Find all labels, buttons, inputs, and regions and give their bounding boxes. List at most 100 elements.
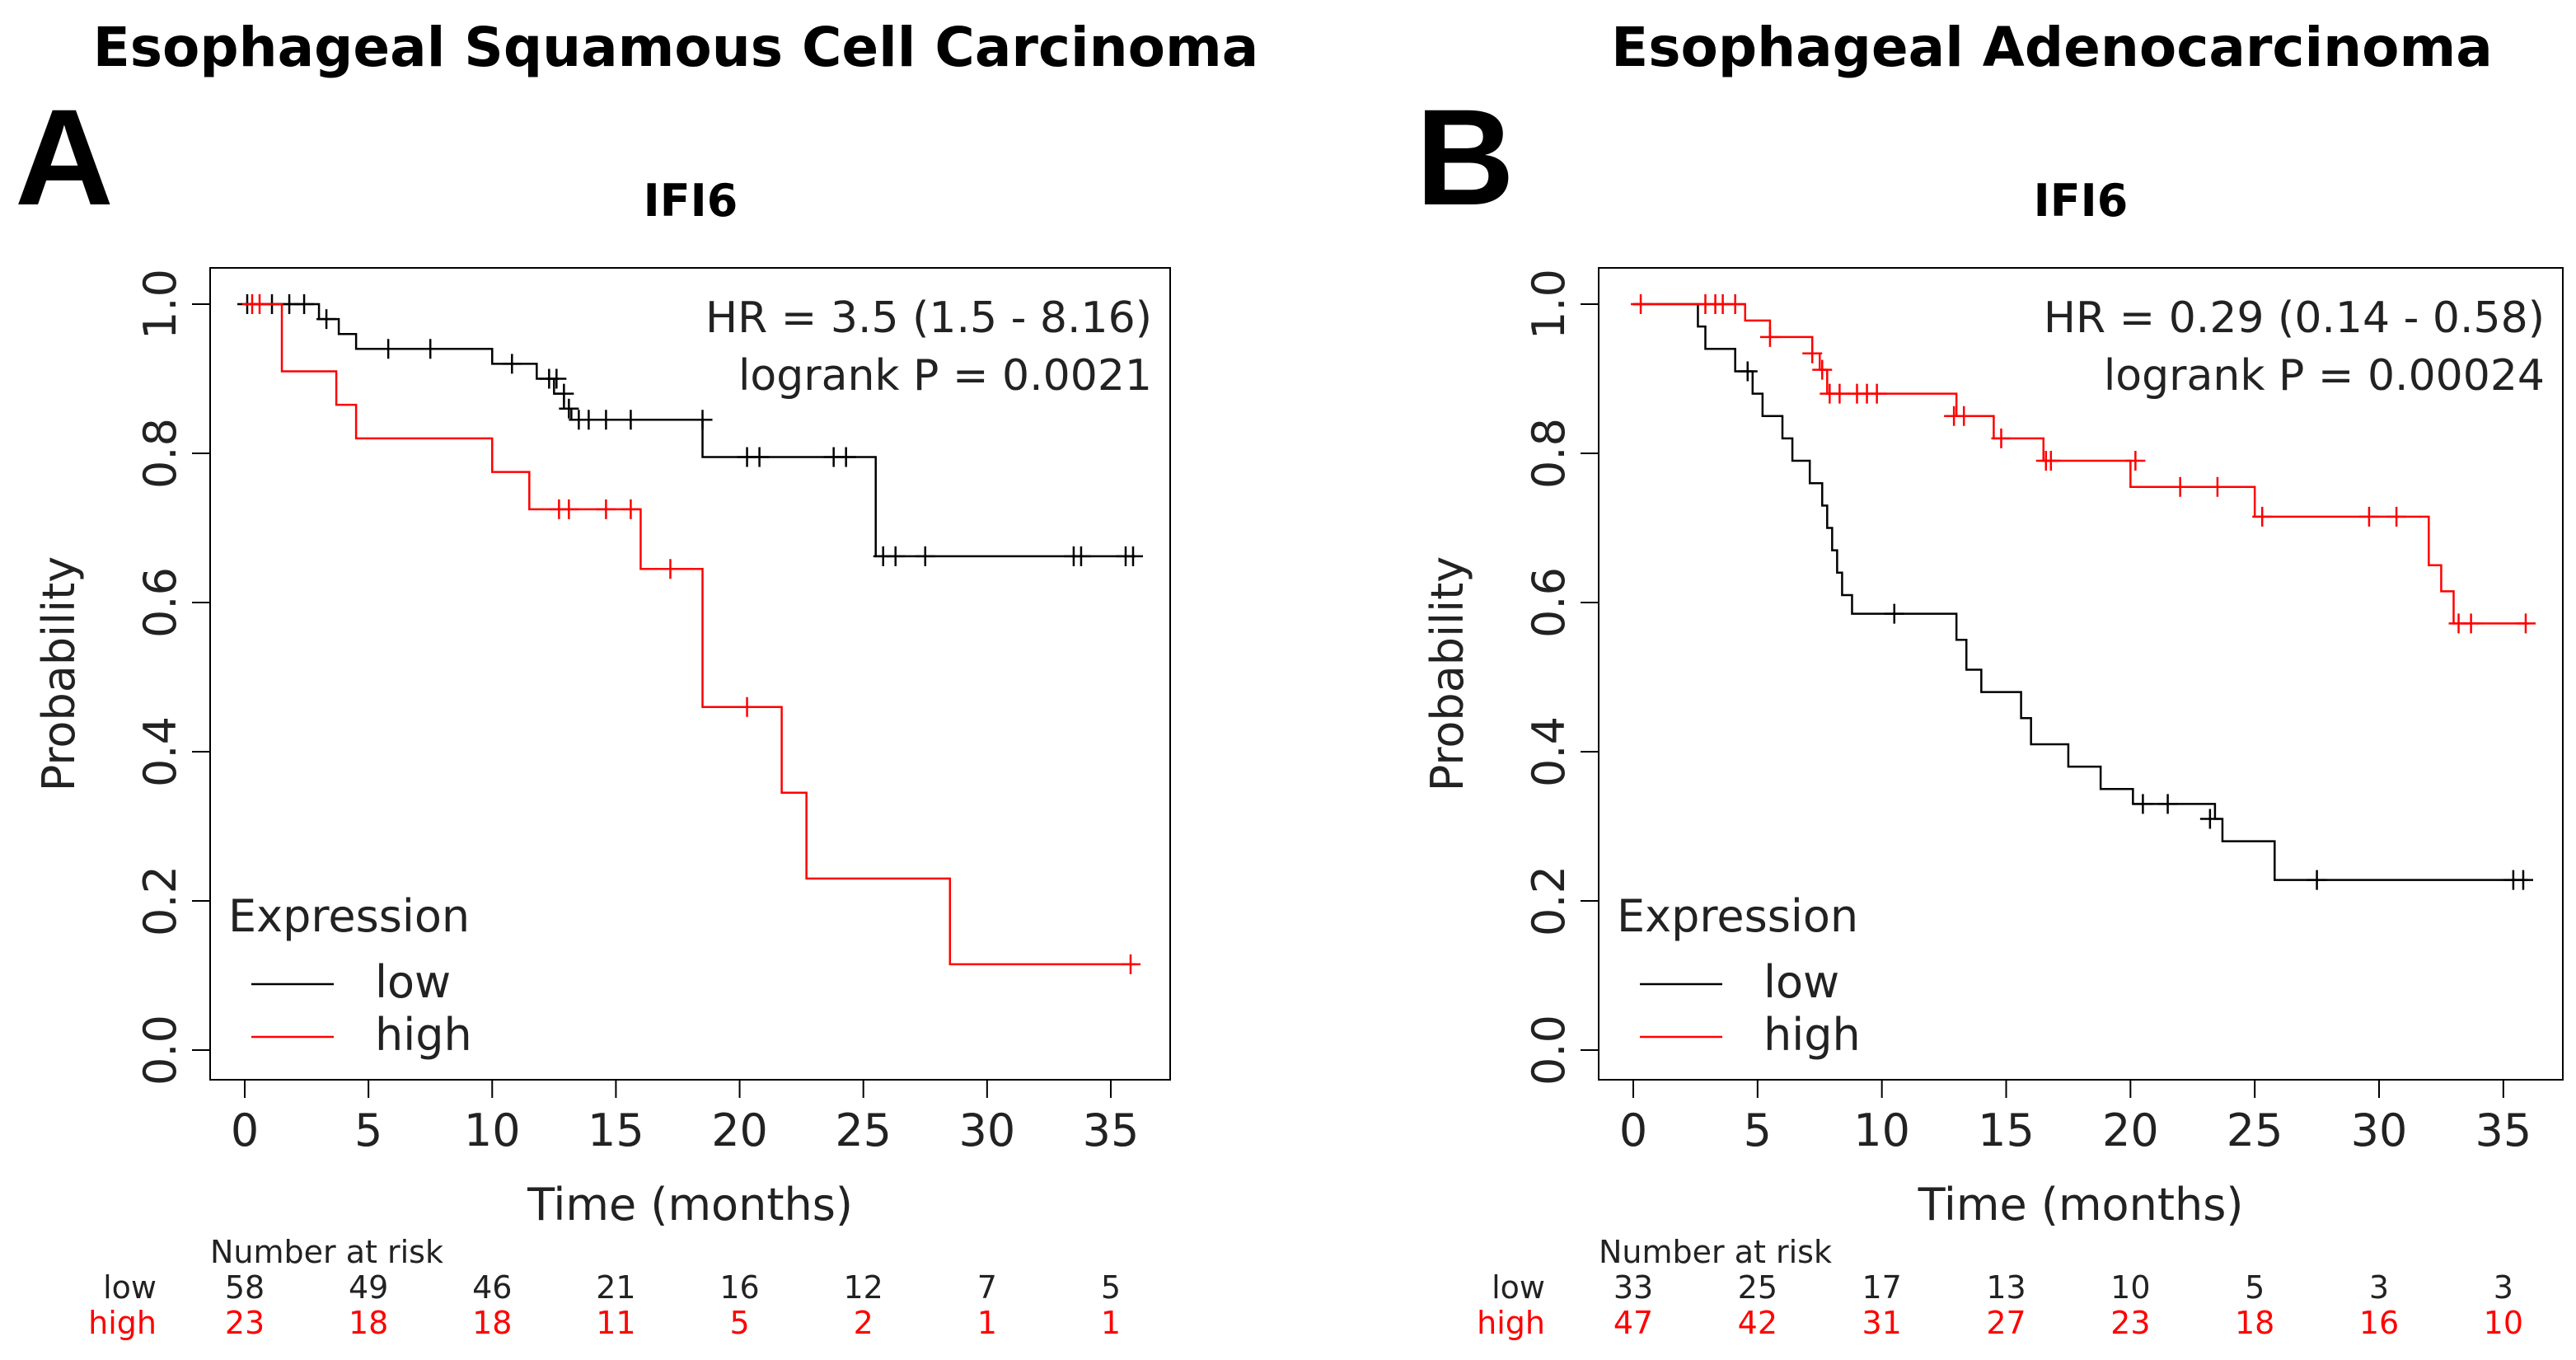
censor-mark-low <box>546 368 567 389</box>
x-tick-label: 20 <box>711 1104 768 1156</box>
plot-title: IFI6 <box>2034 175 2129 227</box>
censor-mark-low <box>559 398 579 419</box>
risk-count-low: 25 <box>1738 1269 1777 1306</box>
censor-mark-low <box>836 447 856 467</box>
censor-mark-high <box>2125 451 2146 471</box>
y-tick-label: 0.2 <box>134 865 186 936</box>
censor-mark-high <box>2461 613 2481 634</box>
risk-table-header: Number at risk <box>210 1234 443 1270</box>
panel-letter: B <box>1416 82 1515 234</box>
risk-count-high: 23 <box>2110 1305 2150 1341</box>
risk-count-low: 17 <box>1862 1269 1901 1306</box>
legend-label-low: low <box>375 956 451 1008</box>
censor-mark-low <box>692 410 713 430</box>
censor-mark-high <box>2386 506 2407 527</box>
series-line-low <box>1633 302 2528 881</box>
censor-mark-high <box>1725 294 1745 314</box>
censor-mark-high <box>1631 294 1651 314</box>
risk-count-high: 31 <box>1862 1305 1901 1341</box>
legend-title: Expression <box>228 890 470 942</box>
risk-count-high: 18 <box>472 1305 512 1341</box>
risk-count-high: 2 <box>854 1305 873 1341</box>
legend-label-low: low <box>1763 956 1839 1008</box>
risk-count-low: 58 <box>225 1269 265 1306</box>
censor-mark-low <box>2157 794 2178 814</box>
censor-mark-low <box>502 354 522 374</box>
risk-count-high: 23 <box>225 1305 265 1341</box>
y-tick-label: 1.0 <box>1523 269 1575 340</box>
series-line-high <box>1633 302 2528 625</box>
header-title-escc: Esophageal Squamous Cell Carcinoma <box>93 16 1259 79</box>
risk-count-low: 16 <box>719 1269 759 1306</box>
x-tick-label: 5 <box>354 1104 382 1156</box>
risk-row-label-low: low <box>1492 1269 1545 1306</box>
censor-mark-low <box>621 410 641 430</box>
risk-count-high: 42 <box>1738 1305 1777 1341</box>
censor-mark-high <box>1954 406 1974 426</box>
risk-count-low: 13 <box>1986 1269 2026 1306</box>
censor-mark-high <box>737 696 757 717</box>
y-tick-label: 0.0 <box>1523 1015 1575 1086</box>
risk-row-label-low: low <box>103 1269 157 1306</box>
risk-count-low: 49 <box>349 1269 388 1306</box>
series-line-high <box>245 302 1136 966</box>
censor-mark-high <box>1866 383 1887 404</box>
censor-mark-low <box>915 546 935 566</box>
x-tick-label: 0 <box>231 1104 259 1156</box>
censor-mark-low <box>554 383 574 404</box>
censor-mark-low <box>2513 870 2533 890</box>
censor-mark-low <box>2133 794 2153 814</box>
risk-count-low: 3 <box>2369 1269 2389 1306</box>
x-tick-label: 30 <box>2351 1104 2408 1156</box>
y-axis-label: Probability <box>33 556 85 791</box>
risk-count-high: 27 <box>1986 1305 2026 1341</box>
x-tick-label: 30 <box>958 1104 1015 1156</box>
plot-title: IFI6 <box>644 175 738 227</box>
censor-mark-high <box>2170 476 2190 497</box>
y-tick-label: 0.6 <box>1523 567 1575 638</box>
risk-count-low: 46 <box>472 1269 512 1306</box>
x-tick-label: 0 <box>1619 1104 1647 1156</box>
censor-mark-high <box>2515 613 2536 634</box>
censor-mark-low <box>578 410 599 430</box>
censor-mark-high <box>1991 428 2012 448</box>
censor-mark-high <box>2358 506 2379 527</box>
censor-mark-high <box>621 499 641 519</box>
censor-mark-low <box>1884 603 1904 624</box>
x-tick-label: 35 <box>1083 1104 1140 1156</box>
censor-mark-high <box>2207 476 2227 497</box>
censor-mark-low <box>749 447 770 467</box>
x-tick-label: 35 <box>2475 1104 2532 1156</box>
risk-count-low: 3 <box>2494 1269 2513 1306</box>
y-tick-label: 0.0 <box>134 1015 186 1086</box>
x-axis-label: Time (months) <box>1918 1179 2244 1231</box>
x-tick-label: 10 <box>464 1104 521 1156</box>
censor-mark-low <box>2199 809 2220 829</box>
censor-mark-low <box>294 294 315 314</box>
censor-mark-high <box>660 559 681 579</box>
censor-mark-high <box>1829 383 1850 404</box>
censor-mark-low <box>1123 546 1143 566</box>
y-tick-label: 0.6 <box>134 567 186 638</box>
y-tick-label: 0.4 <box>1523 716 1575 787</box>
risk-count-high: 5 <box>729 1305 749 1341</box>
risk-count-low: 21 <box>596 1269 635 1306</box>
risk-count-low: 12 <box>844 1269 883 1306</box>
censor-mark-high <box>559 499 579 519</box>
risk-count-low: 7 <box>977 1269 997 1306</box>
risk-count-high: 47 <box>1614 1305 1653 1341</box>
censor-mark-low <box>596 410 616 430</box>
hazard-ratio-annotation: HR = 3.5 (1.5 - 8.16) <box>705 293 1152 343</box>
censor-mark-low <box>885 546 906 566</box>
x-tick-label: 5 <box>1744 1104 1772 1156</box>
risk-count-high: 16 <box>2359 1305 2399 1341</box>
logrank-annotation: logrank P = 0.00024 <box>2104 351 2545 401</box>
risk-count-high: 18 <box>2235 1305 2274 1341</box>
censor-mark-high <box>1802 343 1823 363</box>
x-axis-label: Time (months) <box>527 1179 853 1231</box>
y-tick-label: 0.8 <box>1523 418 1575 489</box>
legend-title: Expression <box>1617 890 1858 942</box>
risk-count-low: 5 <box>1101 1269 1121 1306</box>
